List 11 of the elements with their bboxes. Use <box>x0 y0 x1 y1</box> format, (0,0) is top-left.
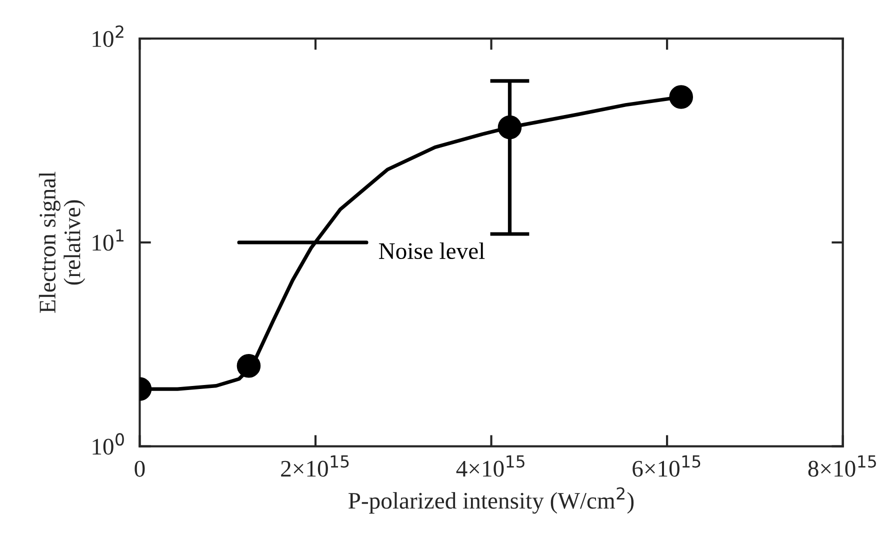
y-axis-title: Electron signal (relative) <box>38 172 86 313</box>
series-label: Noise level <box>378 242 485 260</box>
x-axis-title: P-polarized intensity (W/cm$^{2}$) <box>348 487 634 514</box>
x-tick-label: 2×10$^{15}$ <box>281 455 349 477</box>
y-tick-label: 10$^{2}$ <box>92 25 124 47</box>
x-tick-label: 4×10$^{15}$ <box>456 455 524 477</box>
x-tick-label: 6×10$^{15}$ <box>632 455 700 477</box>
y-tick-label: 10$^{0}$ <box>92 433 124 455</box>
y-tick-label: 10$^{1}$ <box>92 229 124 251</box>
x-tick-label: 8×10$^{15}$ <box>808 455 876 477</box>
x-tick-label: 0 <box>134 460 145 477</box>
